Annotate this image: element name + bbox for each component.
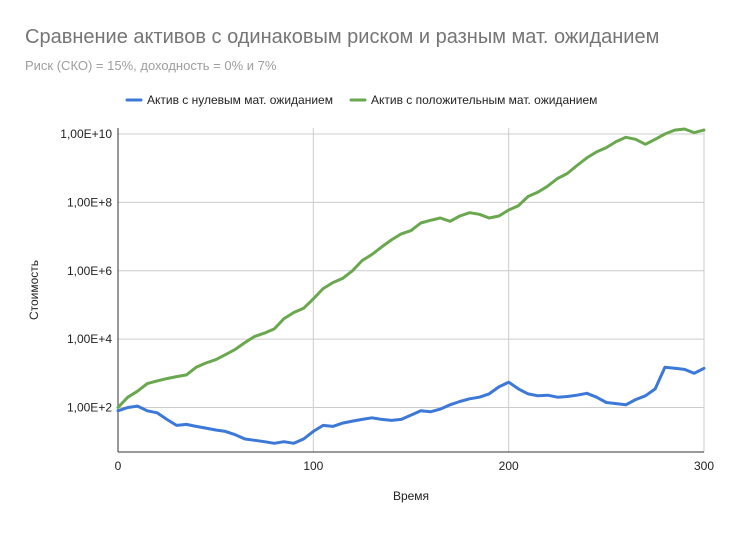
y-tick-label: 1,00E+8 bbox=[67, 195, 112, 209]
legend-label: Актив с нулевым мат. ожиданием bbox=[147, 93, 333, 107]
legend-label: Актив с положительным мат. ожиданием bbox=[371, 93, 597, 107]
y-tick-label: 1,00E+6 bbox=[67, 264, 112, 278]
y-tick-label: 1,00E+4 bbox=[67, 332, 112, 346]
chart-title: Сравнение активов с одинаковым риском и … bbox=[25, 26, 660, 48]
y-tick-label: 1,00E+10 bbox=[60, 127, 112, 141]
x-tick-label: 300 bbox=[694, 459, 714, 473]
x-tick-label: 100 bbox=[303, 459, 323, 473]
x-tick-label: 200 bbox=[499, 459, 519, 473]
x-tick-label: 0 bbox=[115, 459, 122, 473]
y-tick-label: 1,00E+2 bbox=[67, 401, 112, 415]
x-axis-title: Время bbox=[393, 489, 429, 503]
series-line-positive-expectation bbox=[116, 127, 706, 409]
series-line-zero-expectation bbox=[116, 365, 706, 445]
chart-subtitle: Риск (СКО) = 15%, доходность = 0% и 7% bbox=[25, 58, 277, 73]
y-axis-title: Стоимость bbox=[27, 260, 41, 320]
